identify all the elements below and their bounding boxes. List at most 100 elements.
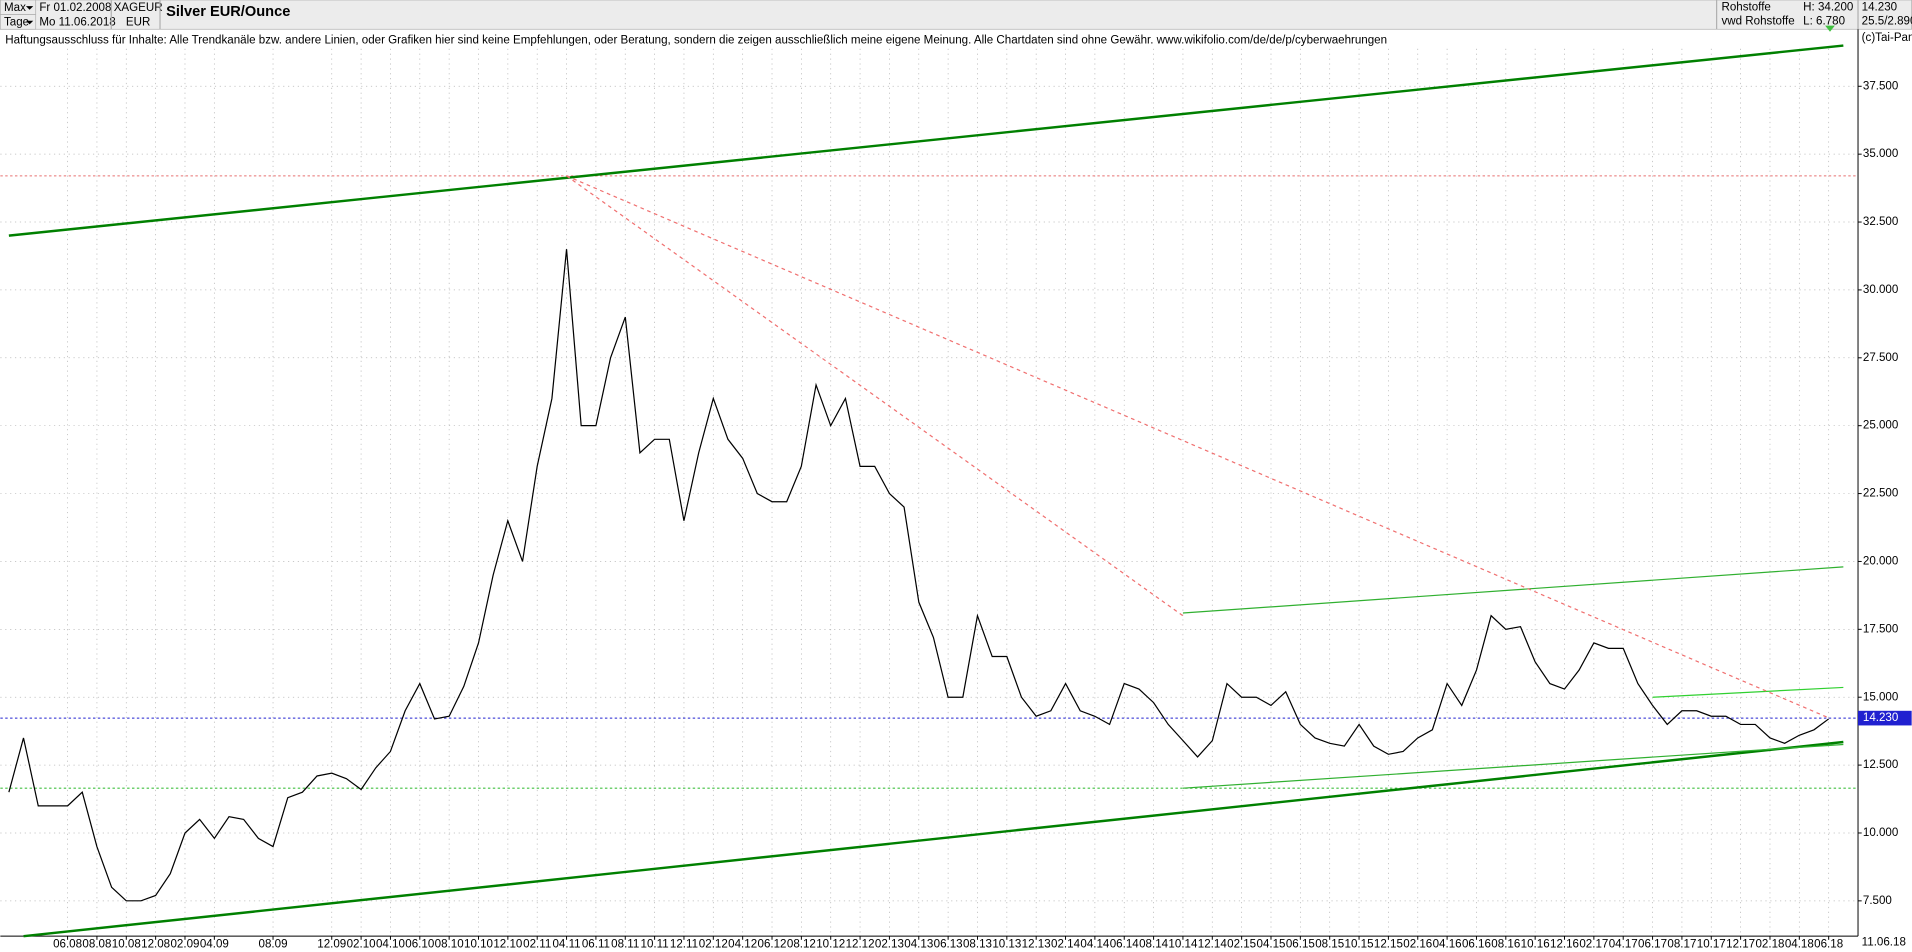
x-tick-label: 02.15 [1227, 939, 1256, 951]
x-tick-label: 12.17 [1726, 939, 1755, 951]
y-tick-label: 10.000 [1863, 827, 1898, 839]
x-tick-label: 06.08 [53, 939, 82, 951]
x-tick-label: 12.11 [670, 939, 698, 951]
header-bar [0, 0, 1912, 30]
x-tick-label: 08.09 [259, 939, 288, 951]
x-tick-label: 10.16 [1521, 939, 1550, 951]
x-tick-label: 04.14 [1080, 939, 1110, 951]
x-tick-label: 02.13 [875, 939, 904, 951]
x-tick-label: 12.09 [317, 939, 346, 951]
x-tick-label: 02.14 [1051, 939, 1081, 951]
x-tick-label: 08.10 [435, 939, 464, 951]
dropdown-arrow [25, 6, 34, 10]
x-tick-label: 12.14 [1198, 939, 1228, 951]
period[interactable]: Max [4, 2, 26, 14]
x-tick-label: 08.17 [1667, 939, 1696, 951]
trendline [23, 740, 1844, 938]
copyright: (c)Tai-Pan [1862, 32, 1912, 44]
y-tick-label: 7.500 [1863, 895, 1892, 907]
x-tick-label: 10.10 [464, 939, 493, 951]
x-tick-label: 12.13 [1022, 939, 1051, 951]
market: Rohstoffe [1722, 1, 1771, 13]
x-tick-label: 04.09 [200, 939, 229, 951]
price-tag-label: 14.230 [1863, 712, 1898, 724]
currency: EUR [126, 17, 150, 29]
x-tick-label: 12.12 [846, 939, 875, 951]
price-line [8, 249, 1830, 902]
x-tick-label: 06.16 [1462, 939, 1491, 951]
x-tick-label: 06.10 [405, 939, 434, 951]
x-tick-label: 08.15 [1315, 939, 1344, 951]
range: 25.5/2.890 [1862, 15, 1912, 27]
trendline [566, 175, 1184, 617]
x-tick-label: 06.13 [934, 939, 963, 951]
x-tick-label: 04.16 [1433, 939, 1462, 951]
y-tick-label: 32.500 [1863, 216, 1898, 228]
x-tick-label: 08.14 [1139, 939, 1169, 951]
x-tick-label: 10.08 [112, 939, 141, 951]
trendline [8, 44, 1844, 237]
x-tick-label: 10.12 [816, 939, 845, 951]
y-tick-label: 15.000 [1863, 691, 1898, 703]
y-tick-label: 30.000 [1863, 284, 1898, 296]
y-tick-label: 20.000 [1863, 556, 1898, 568]
x-tick-label: 04.12 [728, 939, 757, 951]
x-tick-label: 10.17 [1697, 939, 1726, 951]
x-tick-label: 02.10 [347, 939, 376, 951]
trendline [1652, 686, 1844, 698]
x-tick-label: 04.17 [1609, 939, 1638, 951]
x-tick-label: 08.12 [787, 939, 816, 951]
x-tick-label: 12.10 [493, 939, 522, 951]
x-tick-label: 04.10 [376, 939, 405, 951]
x-tick-label: 06.12 [758, 939, 787, 951]
x-tick-label: 06.17 [1638, 939, 1667, 951]
chart-title: Silver EUR/Ounce [166, 4, 290, 20]
x-tick-label: 06.11 [582, 939, 610, 951]
high: H: 34.200 [1803, 1, 1853, 13]
last-price: 14.230 [1862, 1, 1897, 13]
interval-button[interactable] [0, 14, 37, 30]
y-tick-label: 27.500 [1863, 352, 1898, 364]
x-tick-label: 04.15 [1257, 939, 1286, 951]
y-tick-label: 22.500 [1863, 488, 1898, 500]
x-tick-label: 12.15 [1374, 939, 1403, 951]
x-tick-label: 02.11 [523, 939, 551, 951]
x-tick-label: 10.13 [992, 939, 1021, 951]
price-tag [1858, 710, 1912, 726]
x-tick-label: 08.16 [1491, 939, 1520, 951]
y-tick-label: 35.000 [1863, 148, 1898, 160]
trendline [566, 175, 1829, 719]
x-tick-label: 02.18 [1755, 939, 1784, 951]
low: L: 6.780 [1803, 15, 1845, 27]
x-tick-label: 02.09 [170, 939, 199, 951]
x-tick-label: 02.16 [1403, 939, 1432, 951]
x-tick-label: 08.08 [82, 939, 111, 951]
marker [1825, 25, 1835, 32]
dropdown-arrow [25, 20, 34, 25]
grid: 7.500 10.000 12.500 15.000 17.500 20.000 22.50… [0, 48, 1898, 951]
plot: 14.230 [0, 44, 1912, 938]
x-tick-label: 08.13 [963, 939, 992, 951]
disclaimer: Haftungsausschluss für Inhalte: Alle Tre… [5, 34, 1387, 46]
start-date: Fr 01.02.2008 [39, 2, 111, 14]
x-tick-label: 04.13 [904, 939, 933, 951]
x-tick-label: 06.18 [1814, 939, 1843, 951]
trendline [1182, 743, 1844, 789]
y-tick-label: 25.000 [1863, 420, 1898, 432]
interval[interactable]: Tage [4, 17, 29, 29]
x-tick-label: 02.17 [1579, 939, 1608, 951]
last-date: 11.06.18 [1862, 936, 1906, 948]
x-tick-label: 04.11 [552, 939, 580, 951]
source: vwd Rohstoffe [1722, 15, 1795, 27]
x-tick-label: 10.14 [1168, 939, 1198, 951]
x-tick-label: 02.12 [699, 939, 728, 951]
y-tick-label: 12.500 [1863, 759, 1898, 771]
symbol: XAGEUR [114, 2, 163, 14]
x-tick-label: 08.11 [611, 939, 639, 951]
x-tick-label: 12.16 [1550, 939, 1579, 951]
x-tick-label: 06.14 [1110, 939, 1140, 951]
x-tick-label: 12.08 [141, 939, 170, 951]
x-tick-label: 04.18 [1785, 939, 1814, 951]
